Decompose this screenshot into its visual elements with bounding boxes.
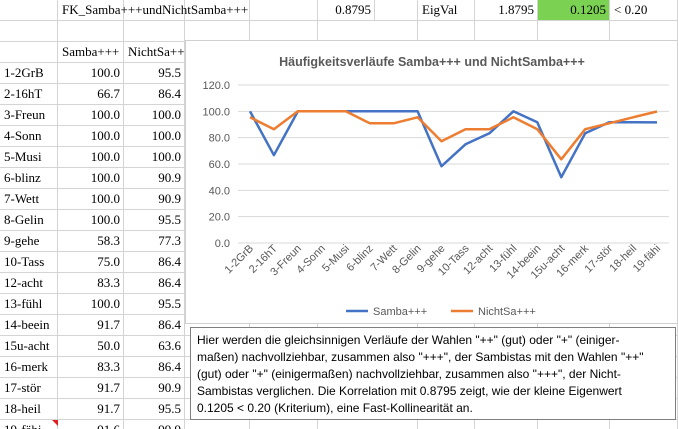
cell-samba-value[interactable]: 91.7 [58,399,124,420]
cell-samba-value[interactable]: 100.0 [58,189,124,210]
y-tick-label: 60.0 [209,159,230,171]
row-label[interactable]: 5-Musi [0,147,58,168]
cell-samba-value[interactable]: 91.7 [58,378,124,399]
row-label[interactable]: 9-gehe [0,231,58,252]
cell-nicht-value[interactable]: 86.4 [124,252,185,273]
row-label[interactable]: 4-Sonn [0,126,58,147]
cell-nicht-value[interactable]: 77.3 [124,231,185,252]
cell-nicht-value[interactable]: 86.4 [124,84,185,105]
row-label[interactable]: 8-Gelin [0,210,58,231]
cell-samba-value[interactable]: 83.3 [58,273,124,294]
cell-nicht-value[interactable]: 100.0 [124,126,185,147]
row-label[interactable]: 3-Freun [0,105,58,126]
cell-nicht-value[interactable]: 95.5 [124,399,185,420]
cell-samba-value[interactable]: 100.0 [58,147,124,168]
cell-criterion[interactable]: < 0.20 [610,0,678,21]
cell-title-label[interactable]: FK_Samba+++undNichtSamba+++ [58,0,318,21]
cell-nicht-value[interactable]: 90.9 [124,378,185,399]
row-label[interactable]: 17-stör [0,378,58,399]
cell-samba-value[interactable]: 100.0 [58,126,124,147]
legend-label: NichtSa+++ [478,306,536,318]
cell-nicht-value[interactable]: 95.5 [124,210,185,231]
cell-eigval-label[interactable]: EigVal [418,0,475,21]
x-tick-label: 19-fähi [631,243,663,275]
series-line-nicht [249,110,658,161]
cell-nicht-value[interactable]: 90.9 [124,189,185,210]
cell-samba-value[interactable]: 83.3 [58,357,124,378]
cell-samba-value[interactable]: 100.0 [58,63,124,84]
row-label[interactable]: 16-merk [0,357,58,378]
row-label[interactable]: 19-fähi [0,420,58,429]
cell-samba-value[interactable]: 58.3 [58,231,124,252]
y-tick-label: 20.0 [209,212,230,224]
cell-samba-value[interactable]: 91.6 [58,420,124,429]
cell-nicht-value[interactable]: 86.4 [124,273,185,294]
row-label[interactable]: 12-acht [0,273,58,294]
cell-samba-value[interactable]: 75.0 [58,252,124,273]
cell-samba-value[interactable]: 66.7 [58,84,124,105]
cell-nicht-value[interactable]: 99.9 [124,420,185,429]
y-tick-label: 80.0 [209,133,230,145]
cell-nicht-value[interactable]: 100.0 [124,147,185,168]
header-nicht[interactable]: NichtSa+++ [124,42,185,63]
header-samba[interactable]: Samba+++ [58,42,124,63]
y-tick-label: 100.0 [202,106,230,118]
cell-samba-value[interactable]: 50.0 [58,336,124,357]
row-label[interactable]: 6-blinz [0,168,58,189]
cell-samba-value[interactable]: 100.0 [58,294,124,315]
comment-textbox[interactable]: Hier werden die gleichsinnigen Verläufe … [190,327,676,420]
row-label[interactable]: 14-beein [0,315,58,336]
cell-correlation[interactable]: 0.8795 [318,0,375,21]
row-label[interactable]: 2-16hT [0,84,58,105]
cell-nicht-value[interactable]: 63.6 [124,336,185,357]
line-chart[interactable]: Häufigkeitsverläufe Samba+++ und NichtSa… [185,40,678,324]
x-tick-label: 5-Musi [320,243,352,275]
cell-samba-value[interactable]: 91.7 [58,315,124,336]
y-tick-label: 0.0 [215,238,230,250]
y-tick-label: 40.0 [209,185,230,197]
comment-indicator-icon[interactable] [52,420,58,426]
cell-samba-value[interactable]: 100.0 [58,168,124,189]
cell-eigval-large[interactable]: 1.8795 [475,0,538,21]
cell-nicht-value[interactable]: 86.4 [124,315,185,336]
series-line-samba [248,110,658,179]
row-label[interactable]: 15u-acht [0,336,58,357]
row-label[interactable]: 18-heil [0,399,58,420]
y-tick-label: 120.0 [202,80,230,92]
cell-nicht-value[interactable]: 95.5 [124,63,185,84]
cell-samba-value[interactable]: 100.0 [58,105,124,126]
cell-nicht-value[interactable]: 100.0 [124,105,185,126]
row-label[interactable]: 13-fühl [0,294,58,315]
cell-nicht-value[interactable]: 95.5 [124,294,185,315]
cell-nicht-value[interactable]: 86.4 [124,357,185,378]
row-label[interactable]: 1-2GrB [0,63,58,84]
row-label[interactable]: 10-Tass [0,252,58,273]
cell-eigval-small[interactable]: 0.1205 [538,0,610,21]
chart-canvas: Häufigkeitsverläufe Samba+++ und NichtSa… [202,55,669,318]
chart-title: Häufigkeitsverläufe Samba+++ und NichtSa… [279,55,585,69]
cell-samba-value[interactable]: 100.0 [58,210,124,231]
row-label[interactable]: 7-Wett [0,189,58,210]
legend-label: Samba+++ [373,306,427,318]
cell-nicht-value[interactable]: 90.9 [124,168,185,189]
